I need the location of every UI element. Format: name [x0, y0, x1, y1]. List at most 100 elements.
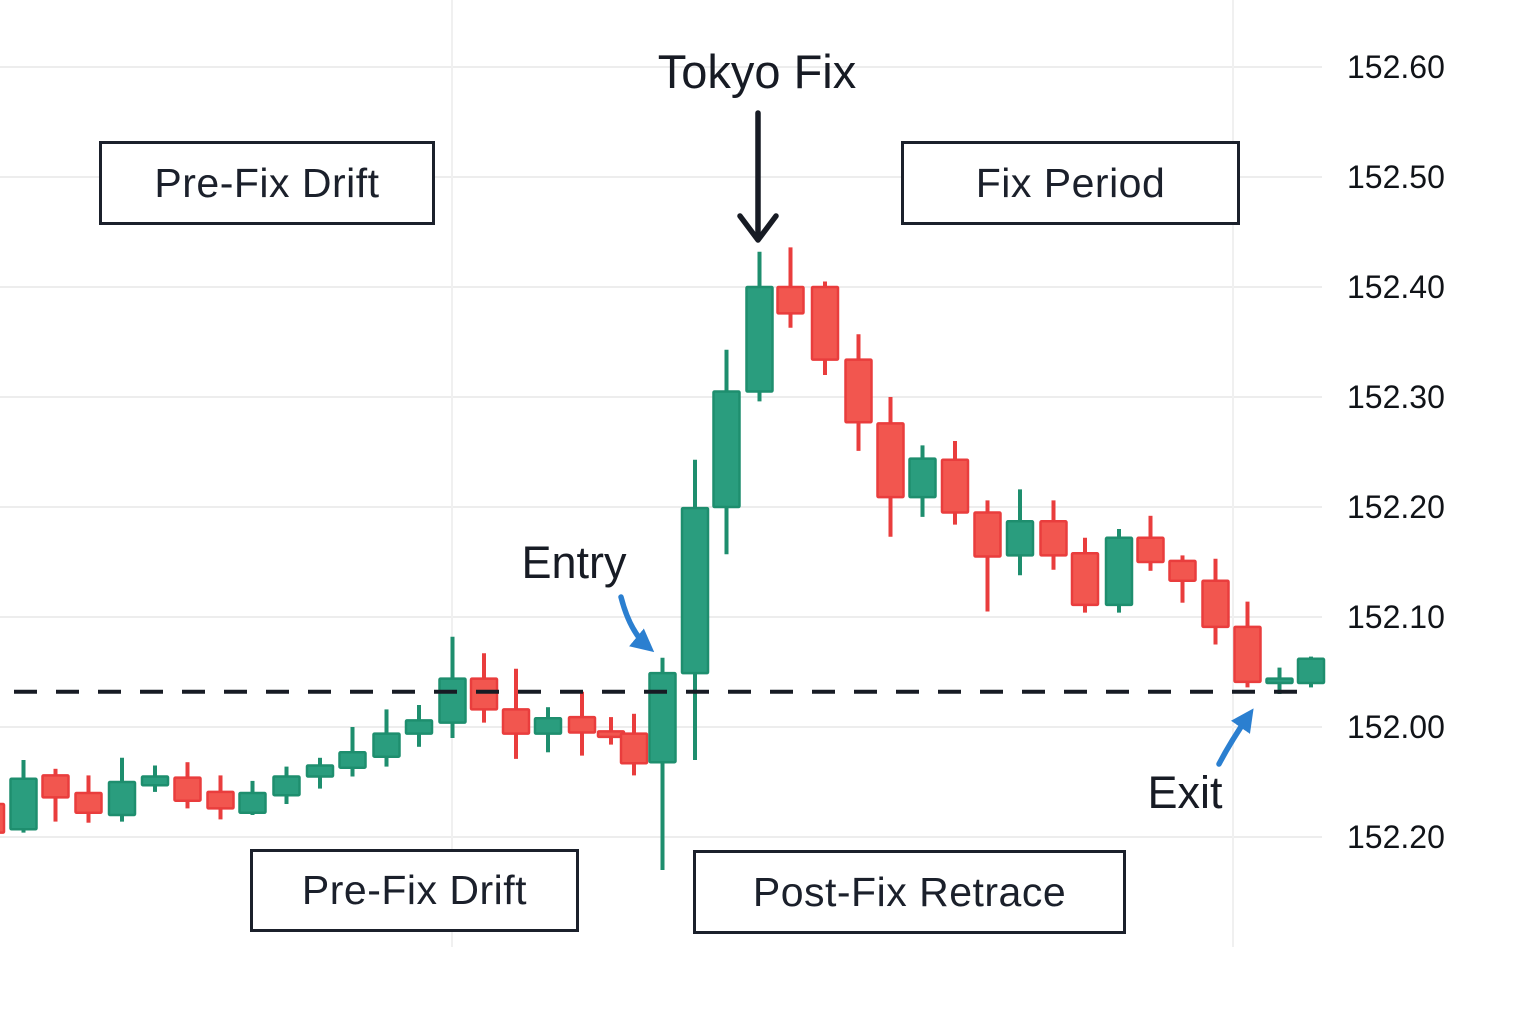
candle-body	[438, 677, 467, 724]
tokyo-fix-label: Tokyo Fix	[657, 45, 857, 98]
candle-body	[206, 790, 235, 810]
candle-12	[372, 709, 401, 767]
candle-body	[305, 764, 335, 778]
candle-9	[272, 766, 301, 804]
candle-18	[567, 691, 597, 756]
y-axis-tick-label: 152.60	[1347, 49, 1445, 85]
candle-body	[1233, 625, 1262, 684]
candles	[0, 247, 1326, 870]
candle-body	[74, 791, 103, 815]
candle-body	[844, 358, 873, 424]
candle-body	[940, 458, 970, 514]
candle-16	[501, 668, 531, 759]
candle-body	[619, 732, 649, 765]
tokyo-fix-arrow	[737, 110, 779, 243]
candle-40	[1265, 667, 1294, 694]
candle-body	[238, 791, 267, 815]
candle-body	[648, 671, 677, 764]
candle-body	[876, 422, 905, 499]
candle-23	[712, 349, 741, 555]
pre-fix-drift-bottom-text: Pre-Fix Drift	[301, 867, 528, 913]
candle-10	[305, 757, 335, 789]
candle-33	[1039, 500, 1068, 570]
candle-body	[1296, 657, 1326, 685]
y-axis-tick-label: 152.00	[1347, 709, 1445, 745]
candle-17	[533, 707, 563, 753]
fix-period-box: Fix Period	[901, 141, 1240, 225]
candle-28	[876, 397, 905, 537]
candle-body	[107, 780, 137, 817]
candle-body	[372, 732, 401, 758]
candle-34	[1070, 537, 1100, 613]
pre-fix-drift-top-box: Pre-Fix Drift	[99, 141, 435, 225]
y-axis-tick-label: 152.40	[1347, 269, 1445, 305]
candle-body	[533, 716, 563, 735]
candle-body	[1005, 520, 1035, 557]
candle-14	[438, 636, 467, 738]
candle-body	[1201, 579, 1230, 629]
candle-21	[648, 657, 677, 870]
pre-fix-drift-bottom-box: Pre-Fix Drift	[250, 849, 579, 932]
candle-26	[810, 281, 840, 375]
candle-body	[567, 715, 597, 734]
candle-37	[1168, 555, 1197, 603]
entry-arrow	[618, 594, 655, 653]
candle-4	[107, 757, 137, 822]
candle-body	[776, 285, 805, 315]
post-fix-retrace-text: Post-Fix Retrace	[752, 868, 1067, 915]
y-axis-tick-label: 152.30	[1347, 379, 1445, 415]
candle-body	[1265, 677, 1294, 685]
candle-body	[501, 708, 531, 735]
candle-body	[404, 719, 434, 735]
exit-label: Exit	[1147, 767, 1223, 818]
candle-body	[810, 285, 840, 361]
y-axis-tick-label: 152.50	[1347, 159, 1445, 195]
candle-5	[140, 765, 170, 792]
candle-body	[908, 457, 937, 499]
candle-1	[9, 760, 38, 833]
entry-label: Entry	[521, 537, 627, 588]
candle-0	[0, 802, 6, 834]
candle-15	[469, 653, 499, 723]
candle-22	[680, 459, 710, 760]
candle-body	[712, 390, 741, 509]
candle-body	[0, 802, 6, 834]
candle-35	[1104, 529, 1134, 613]
candle-31	[973, 500, 1002, 612]
candle-30	[940, 441, 970, 525]
candle-body	[9, 777, 38, 831]
candle-39	[1233, 601, 1262, 688]
exit-arrow	[1216, 708, 1254, 767]
candle-7	[206, 775, 235, 820]
candle-2	[41, 768, 70, 822]
y-axis-tick-label: 152.10	[1347, 599, 1445, 635]
candle-body	[680, 506, 710, 675]
candle-body	[1136, 536, 1165, 564]
candle-24	[745, 251, 774, 402]
candle-6	[173, 762, 202, 809]
y-axis-tick-label: 152.20	[1347, 819, 1445, 855]
candle-body	[41, 774, 70, 799]
candle-body	[1070, 551, 1100, 607]
candle-38	[1201, 558, 1230, 645]
candle-25	[776, 247, 805, 328]
post-fix-retrace-box: Post-Fix Retrace	[693, 850, 1126, 934]
candle-41	[1296, 656, 1326, 688]
candle-body	[745, 285, 774, 393]
pre-fix-drift-top-text: Pre-Fix Drift	[154, 159, 380, 206]
candle-body	[973, 511, 1002, 558]
candle-20	[619, 713, 649, 776]
fix-period-text: Fix Period	[975, 159, 1166, 206]
candle-body	[1168, 559, 1197, 582]
candle-body	[140, 775, 170, 787]
candle-body	[1104, 536, 1134, 607]
candle-36	[1136, 515, 1165, 571]
candle-body	[272, 775, 301, 797]
candle-body	[338, 751, 367, 769]
y-axis-tick-label: 152.20	[1347, 489, 1445, 525]
candle-body	[173, 776, 202, 802]
candle-11	[338, 727, 367, 777]
candle-3	[74, 775, 103, 823]
